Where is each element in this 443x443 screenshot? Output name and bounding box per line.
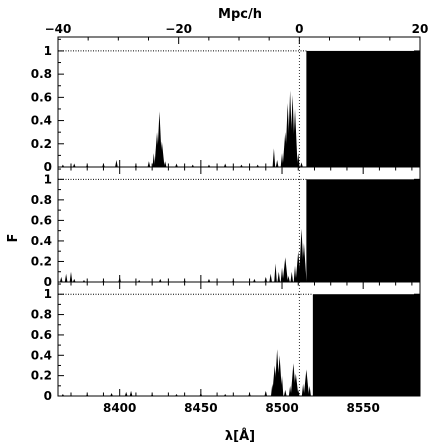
flux-spike	[147, 161, 151, 167]
flux-spike	[280, 267, 284, 282]
x-tick-label: 8500	[265, 401, 298, 415]
flux-spike	[288, 385, 292, 396]
flux-spike	[72, 163, 76, 167]
flux-spike	[292, 108, 298, 167]
flux-spike	[274, 263, 277, 282]
saturated-region	[312, 294, 420, 396]
flux-spike	[282, 257, 288, 282]
flux-spike	[269, 273, 272, 282]
flux-spike	[301, 383, 305, 396]
y-tick-label: 0.8	[31, 193, 52, 207]
axes-layer: 8400 8450 8500 8550 −40 −20 0 20	[45, 22, 429, 415]
flux-spike	[158, 278, 162, 282]
top-x-tick-label: −20	[165, 22, 192, 36]
flux-spike	[124, 391, 128, 396]
flux-spike	[223, 163, 227, 167]
top-x-tick-label: −40	[45, 22, 72, 36]
y-tick-label: 1	[44, 172, 52, 186]
flux-spike	[223, 393, 227, 396]
y-tick-label: 0.8	[31, 67, 52, 81]
flux-spike	[69, 271, 73, 282]
y-tick-label: 1	[44, 287, 52, 301]
flux-spike	[82, 279, 86, 282]
panels-layer: 00.20.40.60.8100.20.40.60.8100.20.40.60.…	[31, 36, 421, 403]
y-tick-label: 0	[44, 275, 52, 289]
y-tick-label: 0	[44, 160, 52, 174]
x-tick-label: 8550	[346, 401, 379, 415]
flux-spike	[159, 141, 165, 167]
flux-spike	[290, 271, 294, 282]
flux-spike	[115, 160, 118, 167]
x-tick-label: 8400	[103, 401, 136, 415]
flux-spike	[61, 393, 65, 396]
flux-spike	[110, 392, 113, 396]
flux-spike	[61, 164, 65, 167]
y-tick-label: 0.4	[31, 348, 52, 362]
flux-spike	[175, 393, 178, 396]
y-tick-label: 1	[44, 44, 52, 58]
y-tick-label: 0.6	[31, 213, 52, 227]
panel-3: 0 0.2 0.4 0.6 0.8 1	[31, 281, 421, 403]
flux-spike	[137, 279, 141, 282]
y-tick-label: 0.8	[31, 308, 52, 322]
flux-spike	[152, 153, 156, 167]
top-axis-title: Mpc/h	[218, 7, 262, 22]
y-tick-label: 0.2	[31, 254, 52, 268]
y-tick-label: 0.2	[31, 137, 52, 151]
y-tick-label: 0.6	[31, 328, 52, 342]
flux-spike	[283, 389, 287, 396]
panel-frame	[57, 281, 421, 397]
flux-spike	[276, 355, 283, 396]
y-tick-label: 0.6	[31, 90, 52, 104]
saturated-region	[306, 179, 420, 282]
flux-spike	[293, 373, 299, 396]
flux-spike	[207, 164, 211, 167]
y-axis-title: F	[6, 234, 21, 243]
flux-spike	[300, 162, 303, 167]
top-x-tick-label: 20	[412, 22, 429, 36]
flux-spike	[303, 369, 309, 396]
top-x-tick-label: 0	[295, 22, 303, 36]
panel-1: 0 0.2 0.4 0.6 0.8 1	[31, 36, 421, 174]
flux-spike	[308, 385, 311, 396]
flux-spike	[293, 265, 297, 282]
flux-spike	[296, 153, 300, 167]
flux-spike	[72, 278, 76, 282]
x-axis-title: λ[Å]	[225, 428, 255, 443]
saturated-region	[306, 50, 420, 167]
flux-spike	[301, 242, 307, 282]
flux-spike	[175, 163, 178, 167]
flux-spike	[240, 164, 243, 167]
flux-spike	[287, 275, 290, 282]
x-tick-label: 8450	[184, 401, 217, 415]
flux-spike	[64, 273, 68, 282]
flux-spike	[253, 278, 256, 282]
flux-spike	[207, 278, 211, 282]
flux-spike	[280, 375, 284, 396]
y-tick-label: 0.4	[31, 114, 52, 128]
y-tick-label: 0.2	[31, 369, 52, 383]
y-tick-label: 0	[44, 389, 52, 403]
flux-spike	[272, 148, 276, 167]
flux-spike	[256, 164, 259, 167]
flux-spike	[191, 164, 195, 167]
flux-spike	[277, 271, 281, 282]
panel-2: 0 0.2 0.4 0.6 0.8 1	[31, 166, 421, 289]
flux-spike	[275, 160, 279, 167]
flux-spike	[129, 390, 133, 396]
flux-spike	[59, 276, 63, 282]
flux-spike	[163, 161, 167, 167]
y-tick-label: 0.4	[31, 234, 52, 248]
